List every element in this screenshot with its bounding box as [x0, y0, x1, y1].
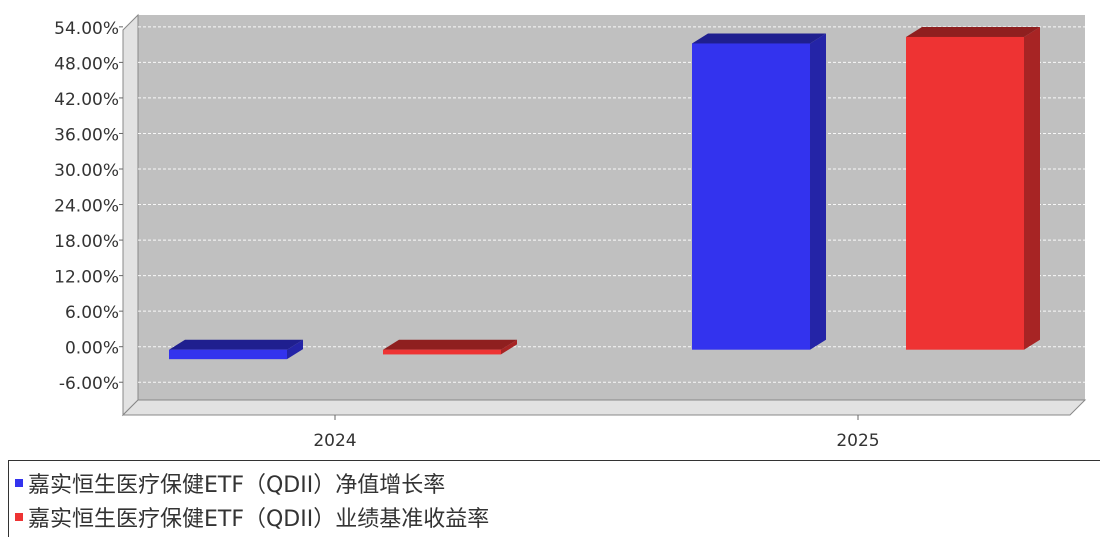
y-tick-label: 42.00%	[54, 90, 119, 110]
x-tick-label: 2024	[313, 431, 356, 451]
legend-label: 嘉实恒生医疗保健ETF（QDII）净值增长率	[28, 473, 446, 498]
bar	[906, 36, 1024, 350]
legend: 嘉实恒生医疗保健ETF（QDII）净值增长率 嘉实恒生医疗保健ETF（QDII）…	[8, 460, 1100, 537]
bar	[383, 349, 501, 355]
y-tick-label: 48.00%	[54, 54, 119, 74]
bar-top	[906, 26, 1040, 37]
y-tick-label: 30.00%	[54, 161, 119, 181]
y-tick-label: 36.00%	[54, 125, 119, 145]
bar	[169, 349, 287, 360]
bar-top	[383, 339, 517, 350]
y-tick-label: -6.00%	[59, 374, 119, 394]
plot-left-wall	[122, 13, 139, 417]
bar-chart: -6.00% 0.00% 6.00% 12.00% 18.00% 24.00% 30.00%…	[54, 13, 1087, 451]
legend-swatch-blue	[15, 479, 23, 487]
legend-item-nav-growth: 嘉实恒生医疗保健ETF（QDII）净值增长率	[15, 467, 445, 499]
legend-swatch-red	[15, 513, 23, 521]
bars	[169, 26, 1040, 360]
bar-top	[692, 33, 826, 44]
x-axis-ticks: 2024 2025	[313, 415, 880, 451]
gridlines	[119, 26, 1085, 383]
y-tick-label: 18.00%	[54, 232, 119, 252]
x-tick-label: 2025	[836, 431, 879, 451]
plot-floor	[121, 399, 1087, 416]
bar-top	[169, 339, 303, 350]
bar-side	[287, 339, 303, 360]
y-axis-ticks: -6.00% 0.00% 6.00% 12.00% 18.00% 24.00% 30.00%…	[54, 19, 119, 394]
y-tick-label: 12.00%	[54, 268, 119, 288]
y-tick-label: 24.00%	[54, 197, 119, 217]
bar-side	[810, 33, 826, 350]
bar-side	[501, 339, 517, 355]
bar	[692, 43, 810, 350]
y-tick-label: 0.00%	[65, 339, 119, 359]
bar-side	[1024, 26, 1040, 350]
y-tick-label: 6.00%	[65, 303, 119, 323]
y-tick-label: 54.00%	[54, 19, 119, 39]
legend-item-benchmark: 嘉实恒生医疗保健ETF（QDII）业绩基准收益率	[15, 501, 489, 533]
legend-label: 嘉实恒生医疗保健ETF（QDII）业绩基准收益率	[28, 507, 490, 532]
